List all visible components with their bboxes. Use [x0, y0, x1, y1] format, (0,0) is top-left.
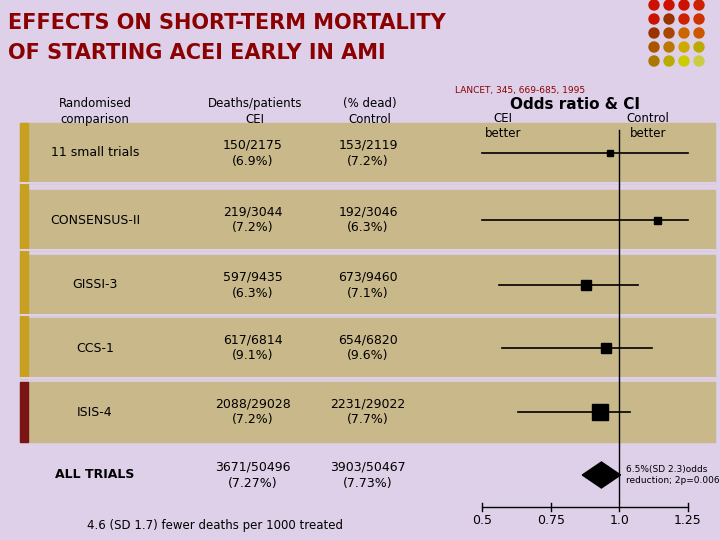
- Text: 153/2119
(7.2%): 153/2119 (7.2%): [338, 138, 397, 167]
- Circle shape: [664, 42, 674, 52]
- Circle shape: [649, 28, 659, 38]
- Bar: [654, 217, 661, 224]
- Circle shape: [694, 42, 704, 52]
- Text: CEI
better: CEI better: [485, 112, 521, 140]
- Circle shape: [664, 14, 674, 24]
- Circle shape: [694, 0, 704, 10]
- Text: 0.75: 0.75: [537, 514, 564, 527]
- Text: 617/6814
(9.1%): 617/6814 (9.1%): [223, 334, 283, 362]
- Text: (% dead)
Control: (% dead) Control: [343, 97, 397, 126]
- Circle shape: [694, 56, 704, 66]
- Circle shape: [679, 42, 689, 52]
- Text: ISIS-4: ISIS-4: [77, 406, 113, 419]
- Bar: [20, 382, 28, 442]
- Circle shape: [679, 14, 689, 24]
- Bar: [600, 343, 611, 353]
- Text: EFFECTS ON SHORT-TERM MORTALITY: EFFECTS ON SHORT-TERM MORTALITY: [8, 13, 446, 33]
- Circle shape: [679, 56, 689, 66]
- Circle shape: [694, 14, 704, 24]
- Bar: [20, 447, 715, 503]
- Circle shape: [649, 42, 659, 52]
- Text: 597/9435
(6.3%): 597/9435 (6.3%): [223, 271, 283, 300]
- Text: LANCET, 345, 669-685, 1995: LANCET, 345, 669-685, 1995: [455, 85, 585, 94]
- Bar: [20, 382, 715, 442]
- Bar: [20, 123, 28, 378]
- Text: Odds ratio & CI: Odds ratio & CI: [510, 97, 640, 112]
- Text: OF STARTING ACEI EARLY IN AMI: OF STARTING ACEI EARLY IN AMI: [8, 43, 386, 63]
- Bar: [20, 123, 715, 183]
- Text: 150/2175
(6.9%): 150/2175 (6.9%): [223, 138, 283, 167]
- Circle shape: [679, 0, 689, 10]
- Bar: [20, 318, 715, 378]
- Circle shape: [694, 28, 704, 38]
- Text: GISSI-3: GISSI-3: [72, 279, 117, 292]
- Text: CCS-1: CCS-1: [76, 341, 114, 354]
- Text: 3671/50496
(7.27%): 3671/50496 (7.27%): [215, 461, 291, 489]
- Text: ALL TRIALS: ALL TRIALS: [55, 469, 135, 482]
- Text: Control
better: Control better: [626, 112, 670, 140]
- Text: 4.6 (SD 1.7) fewer deaths per 1000 treated: 4.6 (SD 1.7) fewer deaths per 1000 treat…: [87, 519, 343, 532]
- Circle shape: [664, 0, 674, 10]
- Circle shape: [649, 56, 659, 66]
- Bar: [20, 190, 715, 250]
- Text: 2088/29028
(7.2%): 2088/29028 (7.2%): [215, 397, 291, 427]
- Text: 192/3046
(6.3%): 192/3046 (6.3%): [338, 206, 397, 234]
- Text: Deaths/patients
CEI: Deaths/patients CEI: [208, 97, 302, 126]
- Text: 3903/50467
(7.73%): 3903/50467 (7.73%): [330, 461, 406, 489]
- Text: 2231/29022
(7.7%): 2231/29022 (7.7%): [330, 397, 405, 427]
- Bar: [581, 280, 591, 290]
- Circle shape: [664, 28, 674, 38]
- Text: 0.5: 0.5: [472, 514, 492, 527]
- Bar: [20, 255, 715, 315]
- Text: 219/3044
(7.2%): 219/3044 (7.2%): [223, 206, 283, 234]
- Circle shape: [664, 56, 674, 66]
- Text: Randomised
comparison: Randomised comparison: [58, 97, 132, 126]
- Text: 11 small trials: 11 small trials: [51, 146, 139, 159]
- Text: 6.5%(SD 2.3)odds
reduction; 2p=0.006: 6.5%(SD 2.3)odds reduction; 2p=0.006: [626, 465, 719, 485]
- Polygon shape: [582, 462, 621, 488]
- Circle shape: [649, 14, 659, 24]
- Circle shape: [649, 0, 659, 10]
- Text: CONSENSUS-II: CONSENSUS-II: [50, 213, 140, 226]
- Text: 673/9460
(7.1%): 673/9460 (7.1%): [338, 271, 398, 300]
- Text: 1.25: 1.25: [674, 514, 701, 527]
- Bar: [592, 404, 608, 420]
- Text: 1.0: 1.0: [609, 514, 629, 527]
- Text: 654/6820
(9.6%): 654/6820 (9.6%): [338, 334, 398, 362]
- Bar: [607, 150, 613, 156]
- Circle shape: [679, 28, 689, 38]
